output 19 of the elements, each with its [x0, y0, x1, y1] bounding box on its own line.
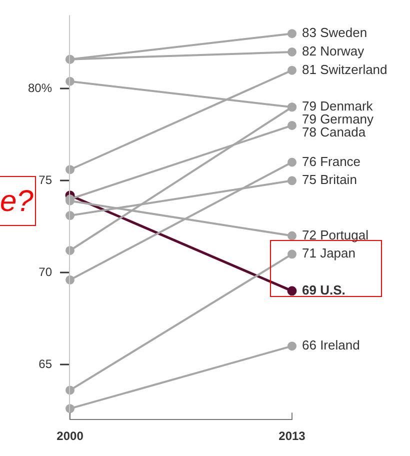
- text: 69 U.S.: [302, 282, 346, 298]
- y-tick-label: 75: [38, 172, 52, 187]
- text: 72 Portugal: [302, 227, 368, 242]
- annotation: e?: [0, 176, 36, 226]
- text: 81 Switzerland: [302, 62, 388, 77]
- y-tick-label: 65: [38, 356, 52, 371]
- text: 78 Canada: [302, 124, 366, 140]
- text: 75 Britain: [302, 172, 357, 188]
- x-tick-label: 2013: [278, 429, 306, 444]
- y-tick-label: 80%: [28, 81, 52, 96]
- text: 79 Denmark: [302, 98, 373, 114]
- y-tick-label: 70: [38, 264, 52, 279]
- x-tick-label: 2000: [56, 429, 84, 444]
- text: 66 Ireland: [302, 338, 360, 353]
- text: 71 Japan: [302, 246, 356, 261]
- text: 83 Sweden: [302, 25, 368, 40]
- text: 79 Germany: [302, 112, 374, 127]
- text: 82 Norway: [302, 44, 364, 59]
- text: 76 France: [302, 154, 361, 169]
